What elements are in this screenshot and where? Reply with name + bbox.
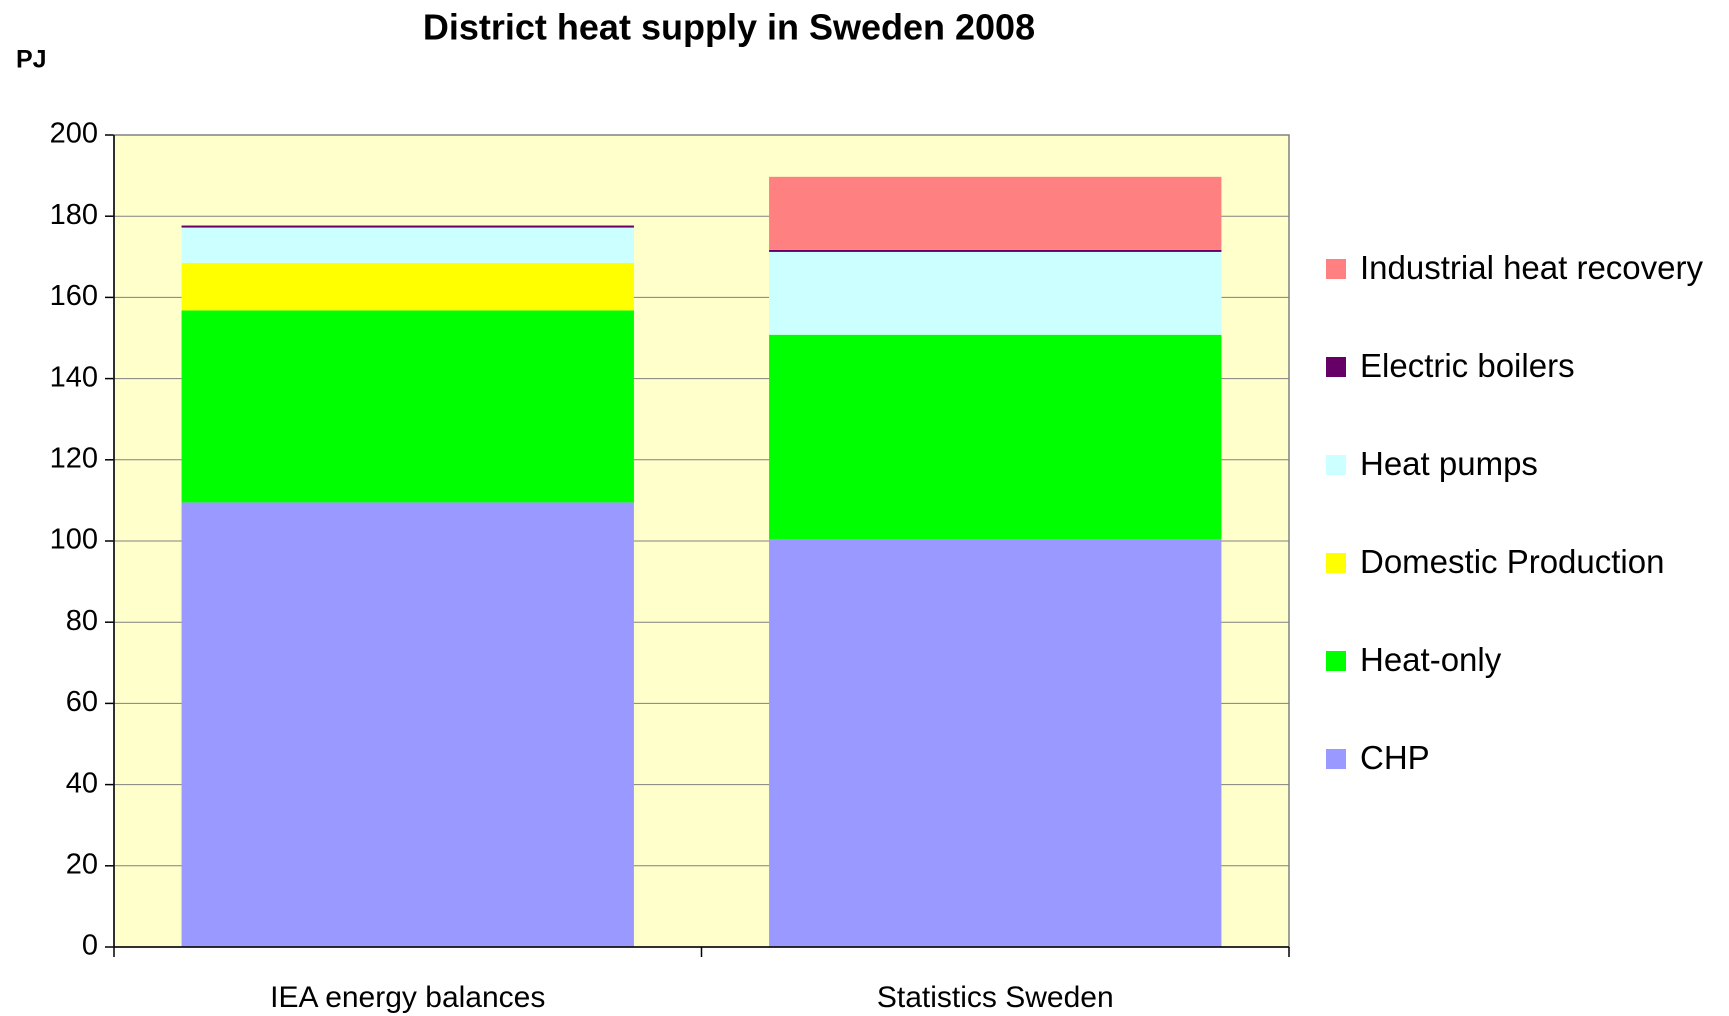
y-tick-label: 180 bbox=[50, 199, 98, 231]
legend-swatch bbox=[1326, 357, 1346, 377]
y-tick-label: 140 bbox=[50, 361, 98, 393]
legend-label: Heat-only bbox=[1360, 641, 1502, 678]
legend-swatch bbox=[1326, 553, 1346, 573]
legend-label: CHP bbox=[1360, 739, 1430, 776]
y-tick-label: 60 bbox=[66, 686, 98, 718]
legend-label: Industrial heat recovery bbox=[1360, 249, 1704, 286]
legend-item: Domestic Production bbox=[1326, 542, 1725, 582]
legend-swatch bbox=[1326, 259, 1346, 279]
bar-segment bbox=[181, 502, 634, 947]
legend-label: Domestic Production bbox=[1360, 543, 1665, 580]
bar-segment bbox=[769, 334, 1222, 539]
bar-segment bbox=[769, 251, 1222, 335]
y-tick-label: 100 bbox=[50, 524, 98, 556]
y-tick-label: 120 bbox=[50, 442, 98, 474]
legend-swatch bbox=[1326, 455, 1346, 475]
y-axis-label: PJ bbox=[16, 46, 47, 74]
bar-segment bbox=[181, 225, 634, 228]
legend-swatch bbox=[1326, 749, 1346, 769]
bar-segment bbox=[181, 262, 634, 311]
bar-segment bbox=[769, 538, 1222, 947]
y-tick-label: 80 bbox=[66, 605, 98, 637]
bar-segment bbox=[181, 310, 634, 503]
legend-item: Electric boilers bbox=[1326, 346, 1725, 386]
bar-segment bbox=[181, 227, 634, 263]
legend-item: Industrial heat recovery bbox=[1326, 248, 1725, 288]
chart-title: District heat supply in Sweden 2008 bbox=[423, 7, 1035, 48]
bar-segment bbox=[769, 249, 1222, 252]
y-tick-label: 160 bbox=[50, 280, 98, 312]
legend-label: Electric boilers bbox=[1360, 347, 1575, 384]
y-tick-label: 0 bbox=[82, 930, 98, 962]
legend-item: CHP bbox=[1326, 738, 1725, 778]
y-tick-label: 40 bbox=[66, 767, 98, 799]
legend-swatch bbox=[1326, 651, 1346, 671]
legend-item: Heat pumps bbox=[1326, 444, 1725, 484]
legend-label: Heat pumps bbox=[1360, 445, 1538, 482]
bar-segment bbox=[769, 176, 1222, 250]
legend-item: Heat-only bbox=[1326, 640, 1725, 680]
x-tick-label: IEA energy balances bbox=[270, 981, 545, 1014]
y-tick-label: 20 bbox=[66, 848, 98, 880]
x-tick-label: Statistics Sweden bbox=[877, 981, 1114, 1014]
y-tick-label: 200 bbox=[50, 118, 98, 150]
